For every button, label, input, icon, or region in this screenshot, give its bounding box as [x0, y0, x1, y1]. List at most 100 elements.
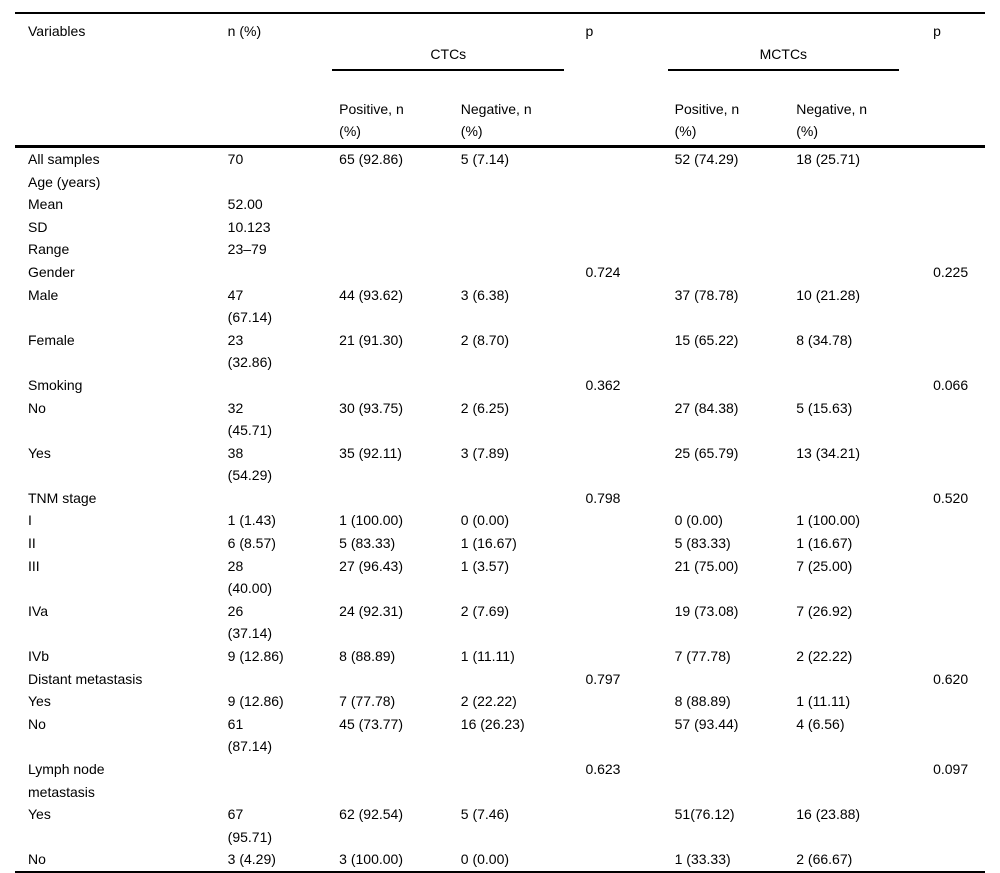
cell-ctc-positive: 7 (77.78)	[339, 693, 396, 710]
mctcs-group-label: MCTCs	[667, 43, 900, 72]
table-row: Yes 67 (95.71) 62 (92.54) 5 (7.46) 51(76…	[15, 803, 985, 848]
cell-ctc-negative: 5 (7.46)	[460, 806, 510, 823]
cell-mctc-negative: 10 (21.28)	[796, 286, 861, 303]
cell-p-ctc	[572, 397, 661, 442]
cell-mctc-positive: 51(76.12)	[674, 806, 735, 823]
cell-mctc-positive: 0 (0.00)	[674, 512, 723, 529]
cell-variable: Male	[28, 286, 59, 303]
col-group-ctcs: CTCs	[326, 13, 572, 94]
table-row: No 32 (45.71) 30 (93.75) 2 (6.25) 27 (84…	[15, 397, 985, 442]
cell-n-pct: 38 (54.29)	[227, 444, 273, 484]
cell-p-mctc	[920, 442, 985, 487]
cell-p-ctc	[572, 532, 661, 555]
cell-variable: No	[28, 399, 46, 416]
cell-variable: I	[28, 512, 32, 529]
cell-p-mctc	[920, 193, 985, 216]
header-row-subcolumns: Positive, n (%) Negative, n (%) Positive…	[15, 94, 985, 147]
cell-ctc-positive	[326, 216, 448, 239]
header-row-groups: Variables n (%) CTCs p MCTCs p	[15, 13, 985, 94]
table-header: Variables n (%) CTCs p MCTCs p Positive,…	[15, 13, 985, 147]
table-row: All samples 70 65 (92.86) 5 (7.14) 52 (7…	[15, 146, 985, 170]
cell-mctc-negative	[783, 374, 920, 397]
cell-p-mctc	[920, 509, 985, 532]
cell-p-ctc	[572, 645, 661, 668]
cell-mctc-negative: 1 (100.00)	[796, 512, 861, 529]
cell-mctc-negative: 2 (66.67)	[796, 851, 853, 868]
cell-mctc-positive: 37 (78.78)	[674, 286, 739, 303]
cell-n-pct: 47 (67.14)	[227, 286, 273, 326]
cell-mctc-negative: 7 (25.00)	[796, 557, 853, 574]
cell-n-pct: 70	[227, 150, 244, 167]
cell-ctc-negative	[448, 487, 573, 510]
cell-mctc-positive	[662, 487, 784, 510]
cell-mctc-negative	[783, 487, 920, 510]
cell-ctc-negative: 1 (16.67)	[460, 535, 517, 552]
cell-p-mctc: 0.520	[933, 489, 969, 506]
cell-ctc-negative: 1 (11.11)	[460, 648, 515, 665]
table-row: Gender 0.724 0.225	[15, 261, 985, 284]
cell-ctc-negative	[448, 171, 573, 194]
cell-mctc-positive: 52 (74.29)	[674, 150, 739, 167]
cell-mctc-positive	[662, 216, 784, 239]
cell-mctc-positive	[662, 261, 784, 284]
cell-variable: IVb	[28, 648, 50, 665]
cell-p-mctc	[920, 146, 985, 170]
cell-ctc-positive: 21 (91.30)	[339, 331, 403, 348]
cell-mctc-positive	[662, 238, 784, 261]
col-header-mctc-positive: Positive, n (%)	[674, 100, 740, 140]
cell-ctc-positive	[326, 668, 448, 691]
cell-mctc-positive: 57 (93.44)	[674, 715, 739, 732]
cell-ctc-positive	[326, 758, 448, 803]
cell-mctc-negative: 8 (34.78)	[796, 331, 853, 348]
cell-n-pct: 67 (95.71)	[227, 806, 273, 845]
cell-ctc-negative: 16 (26.23)	[460, 715, 525, 732]
table-row: TNM stage 0.798 0.520	[15, 487, 985, 510]
cell-mctc-positive: 1 (33.33)	[674, 851, 731, 868]
col-header-mctc-negative: Negative, n (%)	[796, 100, 868, 140]
cell-p-ctc	[572, 146, 661, 170]
col-header-ctc-positive: Positive, n (%)	[339, 100, 404, 140]
table-row: Female 23 (32.86) 21 (91.30) 2 (8.70) 15…	[15, 329, 985, 374]
cell-p-ctc	[572, 848, 661, 872]
cell-ctc-negative	[448, 261, 573, 284]
cell-ctc-positive: 65 (92.86)	[339, 150, 403, 167]
cell-variable: Yes	[28, 444, 51, 461]
cell-variable: Mean	[28, 196, 64, 213]
cell-p-ctc	[572, 555, 661, 600]
cell-p-mctc	[920, 171, 985, 194]
cell-p-ctc: 0.362	[585, 376, 621, 393]
cell-n-pct	[215, 668, 326, 691]
cell-ctc-negative	[448, 374, 573, 397]
cell-p-ctc	[572, 238, 661, 261]
cell-p-ctc	[572, 284, 661, 329]
cell-ctc-positive	[326, 487, 448, 510]
cell-p-ctc: 0.797	[585, 670, 621, 687]
cell-ctc-positive: 35 (92.11)	[339, 444, 402, 461]
cell-ctc-negative: 2 (7.69)	[460, 602, 510, 619]
cell-n-pct: 28 (40.00)	[227, 557, 273, 597]
cell-variable: II	[28, 535, 36, 552]
cell-n-pct	[215, 171, 326, 194]
cell-ctc-negative: 3 (7.89)	[460, 444, 510, 461]
cell-p-ctc	[572, 171, 661, 194]
cell-variable: No	[28, 851, 46, 868]
cell-variable: All samples	[28, 150, 100, 167]
cell-p-ctc	[572, 600, 661, 645]
cell-mctc-negative: 4 (6.56)	[796, 715, 845, 732]
cell-mctc-positive	[662, 193, 784, 216]
cell-mctc-negative	[783, 216, 920, 239]
cell-p-ctc	[572, 216, 661, 239]
table-row: SD 10.123	[15, 216, 985, 239]
cell-p-mctc: 0.225	[933, 263, 969, 280]
cell-p-mctc: 0.097	[933, 761, 969, 777]
cell-ctc-negative: 0 (0.00)	[460, 851, 510, 868]
cell-mctc-positive: 15 (65.22)	[674, 331, 739, 348]
cell-p-mctc: 0.066	[933, 376, 969, 393]
cell-variable: IVa	[28, 602, 48, 619]
cell-n-pct: 1 (1.43)	[227, 512, 276, 529]
cell-ctc-negative: 2 (8.70)	[460, 331, 510, 348]
cell-p-ctc	[572, 329, 661, 374]
cell-ctc-positive	[326, 374, 448, 397]
cell-n-pct	[215, 374, 326, 397]
